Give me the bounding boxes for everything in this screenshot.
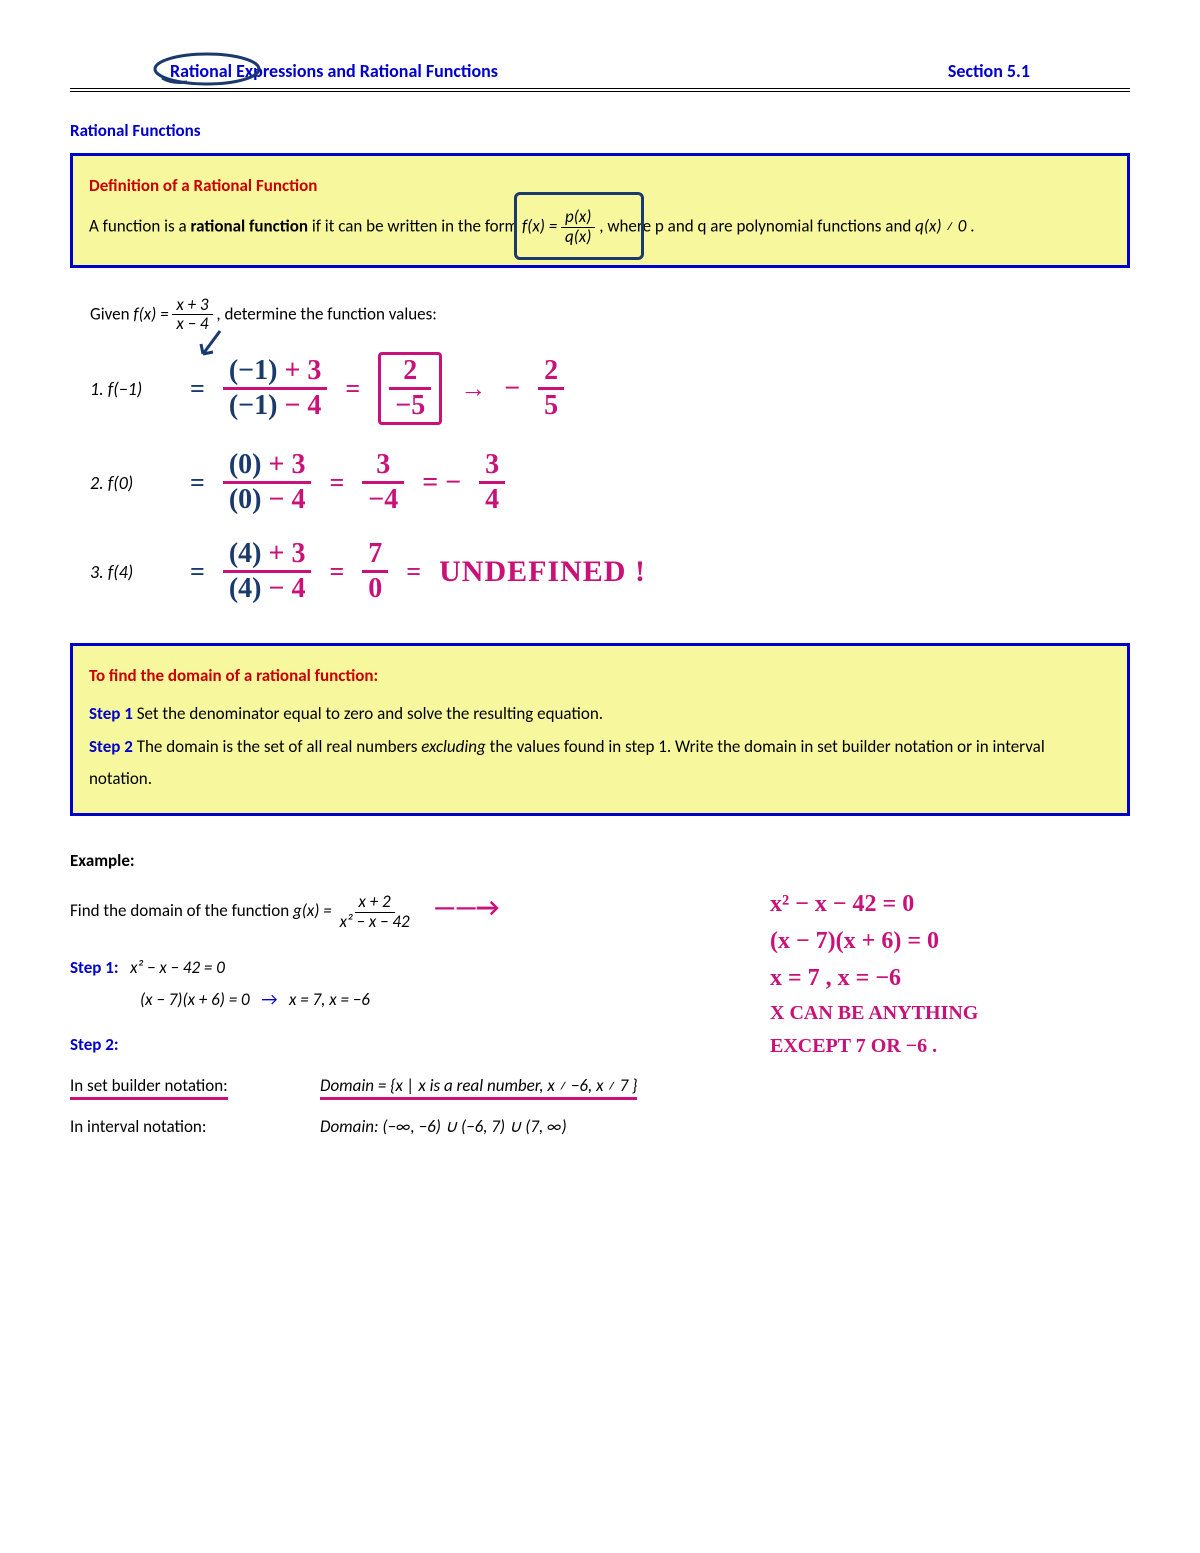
given-line: Given f(x) = x + 3 x − 4 , determine the… bbox=[90, 296, 1130, 334]
interval-value: Domain: (−∞, −6) ∪ (−6, 7) ∪ (7, ∞) bbox=[320, 1116, 567, 1137]
ex-step1-solns: x = 7, x = −6 bbox=[289, 989, 370, 1010]
def-text-after: , where p and q are polynomial functions… bbox=[599, 216, 915, 237]
definition-box: Definition of a Rational Function A func… bbox=[70, 153, 1130, 268]
sub-heading: Rational Functions bbox=[70, 120, 1130, 141]
domain-box-title: To find the domain of a rational functio… bbox=[89, 660, 1111, 692]
example-prompt: Find the domain of the function g(x) = x… bbox=[70, 891, 730, 931]
equals-sign: = bbox=[190, 557, 205, 587]
def-text-mid: if it can be written in the form bbox=[312, 216, 522, 237]
ex-step1-label: Step 1: bbox=[70, 957, 119, 978]
problem-row: 3. f(4) = (4) + 3 (4) − 4 = 7 0 = UNDEFI… bbox=[90, 540, 1130, 603]
def-text-before: A function is a bbox=[89, 216, 191, 237]
hand-arrow-down bbox=[195, 326, 235, 366]
domain-step1: Step 1 Set the denominator equal to zero… bbox=[89, 698, 1111, 730]
given-prefix: Given bbox=[90, 303, 133, 324]
equals-sign: = bbox=[190, 468, 205, 498]
problem-label: 2. f(0) bbox=[90, 472, 172, 494]
given-suffix: , determine the function values: bbox=[216, 303, 436, 324]
definition-body: A function is a rational function if it … bbox=[89, 208, 1111, 246]
ex-prompt-before: Find the domain of the function bbox=[70, 900, 293, 921]
def-formula-den: q(x) bbox=[561, 228, 595, 247]
equals-sign: = bbox=[329, 468, 344, 498]
example-step1: Step 1: x² − x − 42 = 0 bbox=[70, 957, 730, 978]
hw-line: (x − 7)(x + 6) = 0 bbox=[770, 928, 1130, 955]
given-fx: f(x) = bbox=[133, 303, 172, 324]
setbuilder-row: In set builder notation: Domain = {x | x… bbox=[70, 1075, 730, 1096]
ex-step2-label: Step 2: bbox=[70, 1034, 119, 1055]
undefined-text: UNDEFINED ! bbox=[439, 555, 646, 589]
result-fraction: 3 −4 bbox=[362, 451, 404, 514]
example-step2: Step 2: bbox=[70, 1034, 730, 1055]
result-fraction: 7 0 bbox=[362, 540, 388, 603]
example-heading: Example: bbox=[70, 850, 1130, 871]
header-section: Section 5.1 bbox=[948, 60, 1030, 82]
example-block: Example: Find the domain of the function… bbox=[70, 850, 1130, 1137]
equals-sign: = bbox=[345, 374, 360, 404]
substitution-fraction: (0) + 3 (0) − 4 bbox=[223, 451, 312, 514]
ex-g-num: x + 2 bbox=[355, 893, 395, 913]
final-sign: = − bbox=[422, 467, 461, 499]
setbuilder-label: In set builder notation: bbox=[70, 1075, 290, 1096]
ex-g-den: x² − x − 42 bbox=[336, 913, 414, 932]
step2-text: The domain is the set of all real number… bbox=[137, 736, 421, 757]
def-bold-term: rational function bbox=[191, 216, 308, 237]
problem-row: 2. f(0) = (0) + 3 (0) − 4 = 3 −4 = − 3 4 bbox=[90, 451, 1130, 514]
step2-em: excluding bbox=[421, 736, 486, 757]
setbuilder-value: Domain = {x | x is a real number, x ≠ −6… bbox=[320, 1075, 637, 1096]
interval-row: In interval notation: Domain: (−∞, −6) ∪… bbox=[70, 1116, 730, 1137]
step1-text: Set the denominator equal to zero and so… bbox=[137, 703, 603, 724]
arrow-to: → bbox=[460, 374, 486, 404]
substitution-fraction: (4) + 3 (4) − 4 bbox=[223, 540, 312, 603]
final-sign: − bbox=[504, 373, 520, 405]
problem-label: 3. f(4) bbox=[90, 561, 172, 583]
ex-gx: g(x) = bbox=[293, 900, 336, 921]
problem-row: 1. f(−1) = (−1) + 3 (−1) − 4 = 2 −5 → − … bbox=[90, 352, 1130, 425]
problem-label: 1. f(−1) bbox=[90, 378, 172, 400]
boxed-answer: 2 −5 bbox=[378, 352, 442, 425]
example-left-column: Find the domain of the function g(x) = x… bbox=[70, 891, 730, 1137]
hw-line: x² − x − 42 = 0 bbox=[770, 891, 1130, 918]
def-period: . bbox=[970, 216, 974, 237]
example-step1-factored: (x − 7)(x + 6) = 0 → x = 7, x = −6 bbox=[140, 988, 730, 1010]
domain-procedure-box: To find the domain of a rational functio… bbox=[70, 643, 1130, 816]
problems-list: 1. f(−1) = (−1) + 3 (−1) − 4 = 2 −5 → − … bbox=[90, 352, 1130, 603]
ex-step1-factored: (x − 7)(x + 6) = 0 bbox=[140, 989, 250, 1010]
equals-sign: = bbox=[190, 374, 205, 404]
hw-line: X CAN BE ANYTHING bbox=[770, 1002, 1130, 1025]
ex-arrow: → bbox=[261, 988, 277, 1010]
def-formula-lhs: f(x) = bbox=[522, 216, 561, 237]
domain-step2: Step 2 The domain is the set of all real… bbox=[89, 731, 1111, 796]
def-condition: q(x) ≠ 0 bbox=[915, 216, 966, 237]
substitution-fraction: (−1) + 3 (−1) − 4 bbox=[223, 357, 328, 420]
definition-title: Definition of a Rational Function bbox=[89, 170, 1111, 202]
header-title-text: Rational Expressions and Rational Functi… bbox=[170, 60, 498, 82]
final-fraction: 3 4 bbox=[479, 451, 505, 514]
page-header: Rational Expressions and Rational Functi… bbox=[70, 60, 1130, 88]
ex-step1-eq: x² − x − 42 = 0 bbox=[130, 957, 225, 978]
final-fraction: 2 5 bbox=[538, 357, 564, 420]
hw-line: x = 7 , x = −6 bbox=[770, 965, 1130, 992]
hw-line: EXCEPT 7 OR −6 . bbox=[770, 1035, 1130, 1058]
equals-sign: = bbox=[406, 557, 421, 587]
step1-label: Step 1 bbox=[89, 703, 133, 724]
handwritten-side-work: x² − x − 42 = 0 (x − 7)(x + 6) = 0 x = 7… bbox=[770, 891, 1130, 1068]
header-title: Rational Expressions and Rational Functi… bbox=[170, 60, 498, 82]
equals-sign: = bbox=[329, 557, 344, 587]
step2-label: Step 2 bbox=[89, 736, 133, 757]
def-formula: f(x) = p(x) q(x) bbox=[522, 208, 595, 246]
interval-label: In interval notation: bbox=[70, 1116, 290, 1137]
header-rule bbox=[70, 88, 1130, 92]
hand-arrow-right: ——→ bbox=[433, 891, 498, 923]
